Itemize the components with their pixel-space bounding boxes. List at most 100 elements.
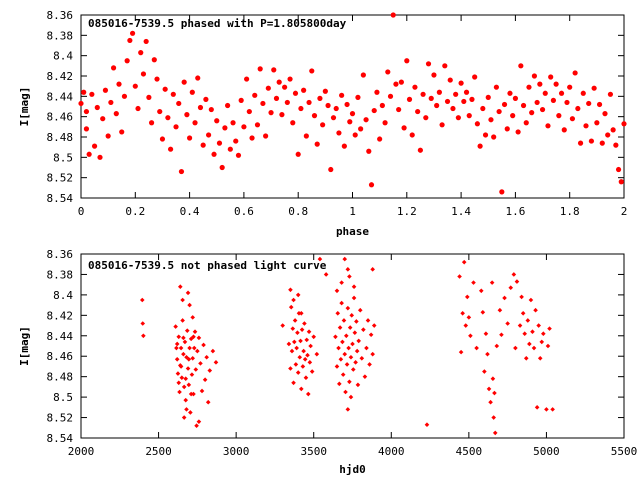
- data-point: [282, 84, 288, 90]
- data-point: [342, 351, 348, 357]
- data-point: [533, 307, 538, 313]
- data-point: [190, 315, 196, 320]
- data-point: [295, 370, 301, 375]
- data-point: [531, 73, 538, 79]
- data-point: [352, 330, 358, 336]
- data-point: [507, 90, 513, 96]
- data-point: [174, 341, 180, 347]
- y-tick-label: 8.48: [47, 371, 74, 384]
- data-point: [284, 99, 290, 106]
- data-point: [186, 356, 192, 362]
- data-point: [539, 106, 546, 113]
- data-point: [613, 142, 619, 148]
- data-point: [183, 376, 189, 382]
- data-point: [358, 126, 364, 132]
- data-point: [530, 329, 535, 334]
- data-point: [351, 295, 357, 301]
- data-point: [621, 121, 627, 127]
- chart-title: 085016-7539.5 phased with P=1.805800day: [88, 17, 347, 30]
- data-point: [502, 295, 507, 301]
- data-point: [466, 113, 472, 119]
- data-point: [353, 360, 358, 365]
- x-tick-label: 3000: [223, 445, 250, 458]
- y-tick-label: 8.52: [47, 412, 74, 425]
- data-point: [482, 132, 489, 138]
- data-point: [183, 397, 189, 403]
- data-point: [483, 331, 489, 337]
- data-point: [292, 318, 298, 323]
- data-point: [333, 105, 339, 112]
- data-point: [594, 120, 600, 126]
- data-point: [208, 106, 214, 113]
- plot-frame: [80, 14, 625, 199]
- y-axis-label: I[mag]: [18, 326, 31, 366]
- data-point: [423, 115, 429, 121]
- data-point: [317, 95, 323, 101]
- data-point: [279, 112, 285, 118]
- data-point: [404, 58, 410, 64]
- data-point: [337, 381, 342, 387]
- y-tick-label: 8.36: [47, 248, 74, 261]
- data-point: [207, 368, 213, 373]
- data-point: [363, 117, 369, 123]
- data-point: [460, 310, 465, 316]
- y-tick-label: 8.52: [47, 172, 74, 185]
- data-point: [311, 113, 318, 119]
- data-point: [340, 372, 346, 377]
- data-point: [83, 108, 90, 115]
- y-tick-label: 8.48: [47, 131, 74, 144]
- data-point: [492, 430, 498, 436]
- data-point: [519, 294, 524, 300]
- data-point: [338, 356, 344, 362]
- data-point: [191, 345, 197, 351]
- data-point: [100, 116, 106, 122]
- data-point: [412, 84, 418, 90]
- data-point: [268, 110, 274, 116]
- data-point: [143, 38, 149, 45]
- data-point: [542, 90, 548, 96]
- data-point: [305, 352, 310, 358]
- data-point: [347, 119, 353, 125]
- data-point: [102, 87, 109, 93]
- data-point: [444, 98, 451, 105]
- data-point: [431, 72, 437, 78]
- data-point: [469, 96, 475, 102]
- data-point: [296, 310, 302, 316]
- data-point: [295, 292, 301, 298]
- data-point: [545, 343, 551, 349]
- data-point: [178, 168, 185, 175]
- data-point: [146, 94, 152, 100]
- data-point: [550, 97, 557, 103]
- data-point: [374, 89, 380, 95]
- data-point: [197, 104, 204, 111]
- data-point: [303, 133, 309, 139]
- data-point: [288, 304, 294, 310]
- data-point: [345, 267, 351, 272]
- data-point: [214, 118, 220, 124]
- data-point: [333, 334, 338, 340]
- data-point: [184, 112, 190, 118]
- data-point: [486, 386, 492, 392]
- data-point: [534, 99, 540, 106]
- data-point: [436, 89, 442, 95]
- data-point: [477, 143, 483, 149]
- data-point: [176, 100, 182, 107]
- data-point: [545, 123, 551, 129]
- data-point: [345, 305, 351, 311]
- data-point: [472, 74, 478, 80]
- data-point: [489, 280, 495, 285]
- data-point: [129, 30, 136, 36]
- data-point: [602, 111, 608, 117]
- data-point: [520, 102, 527, 109]
- data-point: [434, 102, 440, 109]
- data-point: [526, 84, 532, 90]
- data-point: [577, 140, 584, 146]
- data-point: [252, 92, 258, 98]
- data-point: [91, 143, 98, 149]
- data-point: [301, 87, 307, 93]
- data-point: [499, 189, 505, 195]
- chart-title: 085016-7539.5 not phased light curve: [88, 259, 327, 272]
- x-axis-label: hjd0: [339, 463, 366, 476]
- data-point: [556, 113, 562, 119]
